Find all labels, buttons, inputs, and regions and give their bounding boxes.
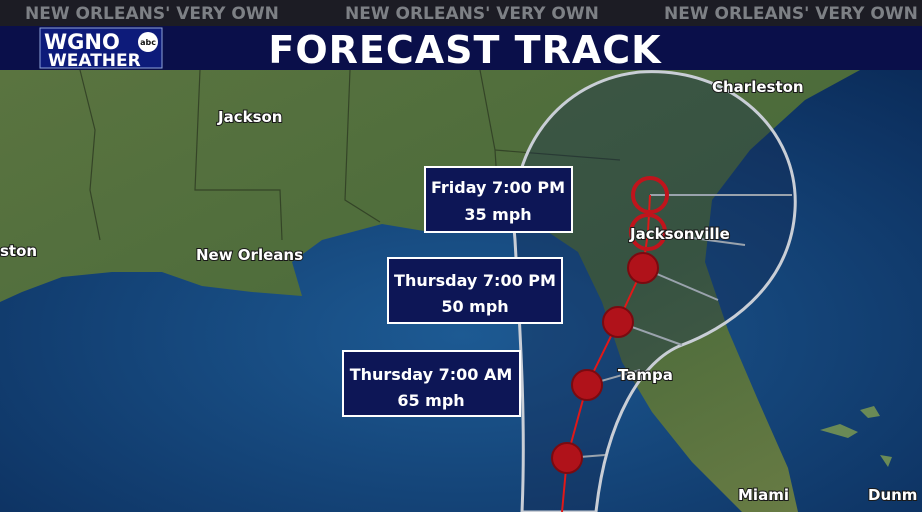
forecast-wind: 65 mph (397, 391, 464, 410)
islands (820, 406, 892, 467)
tagline: NEW ORLEANS' VERY OWN (25, 4, 279, 24)
forecast-time: Thursday 7:00 AM (350, 365, 513, 384)
box-frame (387, 257, 563, 324)
tagline: NEW ORLEANS' VERY OWN (345, 4, 599, 24)
storm-icon (629, 213, 667, 251)
city-label: New Orleans (196, 246, 303, 264)
top-strip (0, 0, 922, 26)
city-label: ston (0, 242, 37, 260)
city-label: Jackson (217, 108, 282, 126)
city-label: Miami (738, 486, 789, 504)
logo-network: abc (140, 38, 156, 47)
forecast-box: Thursday 7:00 AM 65 mph (342, 350, 521, 417)
city-labels: Charleston Jackson New Orleans ston Jack… (0, 77, 918, 505)
logo-station: WGNO (44, 30, 120, 54)
logo-subtitle: WEATHER (48, 51, 141, 71)
city-label: Jacksonville (629, 225, 730, 243)
city-label: Dunm (868, 486, 917, 504)
forecast-time: Friday 7:00 PM (431, 178, 565, 197)
storm-icon (627, 252, 659, 284)
box-frame (424, 166, 573, 233)
forecast-wind: 35 mph (464, 205, 531, 224)
city-label: Charleston (712, 78, 804, 96)
page-title: FORECAST TRACK (268, 28, 662, 72)
forecast-box: Thursday 7:00 PM 50 mph (387, 257, 563, 324)
logo: WGNO abc WEATHER (39, 27, 163, 71)
storm-icon (571, 369, 603, 401)
city-label: Tampa (618, 366, 673, 384)
forecast-box: Friday 7:00 PM 35 mph (424, 166, 573, 233)
box-frame (342, 350, 521, 417)
storm-icon (551, 442, 583, 474)
storm-icon (631, 176, 669, 214)
forecast-wind: 50 mph (441, 297, 508, 316)
forecast-time: Thursday 7:00 PM (394, 271, 556, 290)
storm-icon (602, 306, 634, 338)
state-borders (79, 69, 621, 241)
storm-icons (551, 176, 669, 474)
logo-network-badge (138, 32, 158, 52)
tagline: NEW ORLEANS' VERY OWN (664, 4, 918, 24)
